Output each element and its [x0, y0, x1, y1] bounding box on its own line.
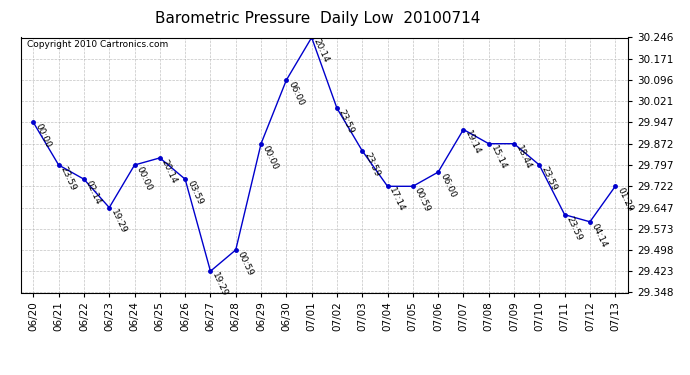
Text: 19:29: 19:29 [210, 271, 230, 298]
Text: 18:44: 18:44 [514, 144, 533, 171]
Text: 19:14: 19:14 [464, 129, 482, 157]
Text: 00:59: 00:59 [413, 186, 432, 213]
Text: 01:29: 01:29 [615, 186, 634, 213]
Text: 23:59: 23:59 [337, 108, 356, 135]
Text: 04:14: 04:14 [590, 222, 609, 249]
Text: 20:14: 20:14 [160, 158, 179, 185]
Text: 00:59: 00:59 [236, 250, 255, 277]
Text: 17:14: 17:14 [388, 186, 406, 213]
Text: 00:00: 00:00 [261, 144, 280, 171]
Text: 02:14: 02:14 [84, 179, 103, 206]
Text: Copyright 2010 Cartronics.com: Copyright 2010 Cartronics.com [27, 40, 168, 49]
Text: 20:14: 20:14 [312, 38, 331, 64]
Text: 23:59: 23:59 [59, 165, 78, 192]
Text: 15:14: 15:14 [489, 144, 508, 171]
Text: 03:59: 03:59 [185, 179, 204, 207]
Text: 06:00: 06:00 [438, 172, 457, 200]
Text: 00:00: 00:00 [33, 122, 52, 150]
Text: Barometric Pressure  Daily Low  20100714: Barometric Pressure Daily Low 20100714 [155, 11, 480, 26]
Text: 19:29: 19:29 [109, 208, 128, 235]
Text: 23:59: 23:59 [564, 215, 584, 242]
Text: 06:00: 06:00 [286, 80, 306, 107]
Text: 00:00: 00:00 [135, 165, 154, 192]
Text: 23:59: 23:59 [540, 165, 558, 192]
Text: 23:59: 23:59 [362, 151, 382, 178]
